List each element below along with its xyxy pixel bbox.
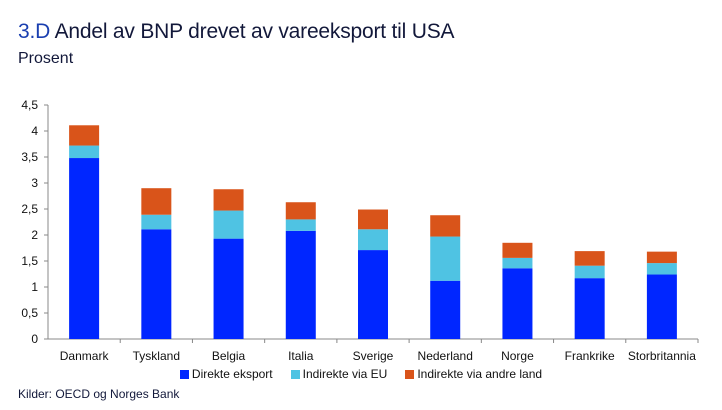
bar-segment-sverige-1: [358, 229, 388, 251]
bar-segment-tyskland-0: [141, 229, 172, 339]
bar-segment-frankrike-2: [574, 251, 605, 266]
bar-segment-nederland-2: [430, 215, 461, 237]
y-tick-label: 4: [31, 124, 38, 138]
source-note: Kilder: OECD og Norges Bank: [18, 387, 180, 401]
y-tick-label: 1,5: [21, 254, 38, 268]
y-tick-label: 0,5: [21, 306, 38, 320]
bar-segment-frankrike-1: [574, 265, 605, 279]
bar-segment-belgia-1: [213, 210, 244, 239]
y-tick-label: 0: [31, 332, 38, 346]
legend-label: Indirekte via EU: [302, 367, 388, 381]
chart-subtitle: Prosent: [18, 50, 74, 67]
x-tick-label: Danmark: [60, 349, 110, 363]
legend-swatch: [290, 369, 300, 379]
bar-segment-tyskland-2: [141, 188, 172, 215]
y-tick-label: 3,5: [21, 150, 38, 164]
bar-segment-italia-2: [285, 202, 316, 220]
x-tick-label: Frankrike: [565, 349, 615, 363]
chart-title-text: Andel av BNP drevet av vareeksport til U…: [54, 20, 455, 43]
x-tick-label: Italia: [288, 349, 314, 363]
legend-swatch: [405, 369, 415, 379]
legend-item: Indirekte via EU: [290, 367, 388, 381]
y-tick-label: 1: [31, 280, 38, 294]
bar-segment-storbritannia-1: [646, 263, 677, 275]
x-tick-label: Nederland: [418, 349, 473, 363]
legend-swatch: [179, 369, 189, 379]
chart-number: 3.D: [18, 20, 51, 43]
y-tick-label: 2,5: [21, 202, 38, 216]
bar-segment-nederland-0: [430, 280, 461, 339]
chart-title: 3.D Andel av BNP drevet av vareeksport t…: [18, 20, 455, 44]
x-tick-label: Tyskland: [133, 349, 180, 363]
bar-segment-sverige-0: [358, 250, 388, 339]
bar-segment-danmark-0: [69, 158, 100, 339]
bar-segment-tyskland-1: [141, 214, 172, 230]
bar-segment-belgia-0: [213, 238, 244, 339]
bar-segment-norge-2: [502, 242, 533, 258]
y-tick-label: 4,5: [21, 98, 38, 112]
bar-segment-norge-1: [502, 257, 533, 269]
legend-label: Indirekte via andre land: [417, 367, 543, 381]
bar-segment-nederland-1: [430, 236, 461, 281]
x-tick-label: Norge: [501, 349, 534, 363]
bar-segment-sverige-2: [358, 209, 388, 230]
bar-segment-norge-0: [502, 268, 533, 339]
legend-item: Indirekte via andre land: [405, 367, 542, 381]
bar-segment-danmark-2: [69, 125, 100, 146]
bar-segment-frankrike-0: [574, 278, 605, 339]
x-tick-label: Sverige: [353, 349, 394, 363]
bar-segment-italia-1: [285, 219, 316, 231]
bar-segment-danmark-1: [69, 145, 100, 159]
bar-segment-italia-0: [285, 230, 316, 339]
legend: Direkte eksport Indirekte via EU Indirekte…: [0, 367, 722, 381]
y-tick-label: 3: [31, 176, 38, 190]
x-tick-label: Storbritannia: [628, 349, 696, 363]
bar-segment-storbritannia-2: [646, 251, 677, 264]
bar-segment-belgia-2: [213, 189, 244, 211]
x-tick-label: Belgia: [212, 349, 246, 363]
bar-segment-storbritannia-0: [646, 274, 677, 339]
legend-label: Direkte eksport: [191, 367, 273, 381]
y-tick-label: 2: [31, 228, 38, 242]
legend-item: Direkte eksport: [179, 367, 273, 381]
